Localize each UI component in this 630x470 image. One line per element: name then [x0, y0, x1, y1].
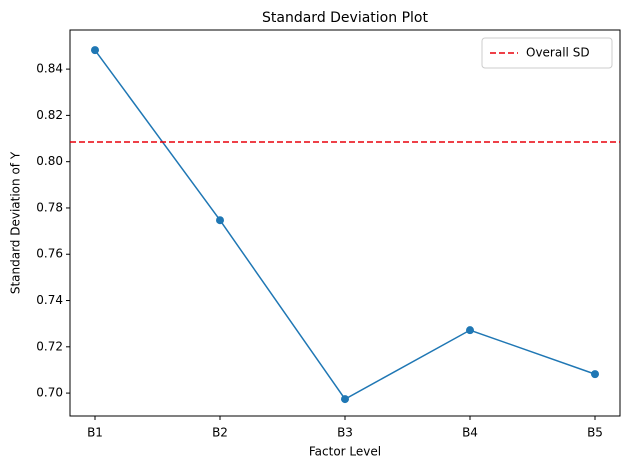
- data-point: [466, 326, 474, 335]
- x-tick-label: B1: [87, 426, 103, 440]
- y-tick-label: 0.82: [36, 108, 63, 122]
- data-point: [91, 46, 99, 55]
- y-tick-label: 0.76: [36, 247, 63, 261]
- data-line: [94, 49, 596, 401]
- y-tick-label: 0.84: [36, 62, 63, 76]
- x-axis-label: Factor Level: [309, 445, 381, 459]
- x-tick-label: B3: [337, 426, 353, 440]
- y-axis-label: Standard Deviation of Y: [9, 151, 23, 294]
- data-point: [341, 395, 349, 404]
- legend-box: [481, 37, 613, 69]
- y-tick-label: 0.72: [36, 339, 63, 353]
- y-tick-label: 0.74: [36, 293, 63, 307]
- legend-label: Overall SD: [526, 46, 590, 60]
- y-tick-label: 0.78: [36, 200, 63, 214]
- data-point: [216, 216, 224, 225]
- y-tick-label: 0.70: [36, 386, 63, 400]
- x-tick-label: B4: [462, 426, 478, 440]
- x-tick-label: B2: [212, 426, 228, 440]
- chart-title: Standard Deviation Plot: [262, 10, 428, 26]
- x-tick-label: B5: [587, 426, 603, 440]
- data-point: [591, 370, 599, 379]
- y-tick-label: 0.80: [36, 154, 63, 168]
- plot-frame: [69, 29, 621, 417]
